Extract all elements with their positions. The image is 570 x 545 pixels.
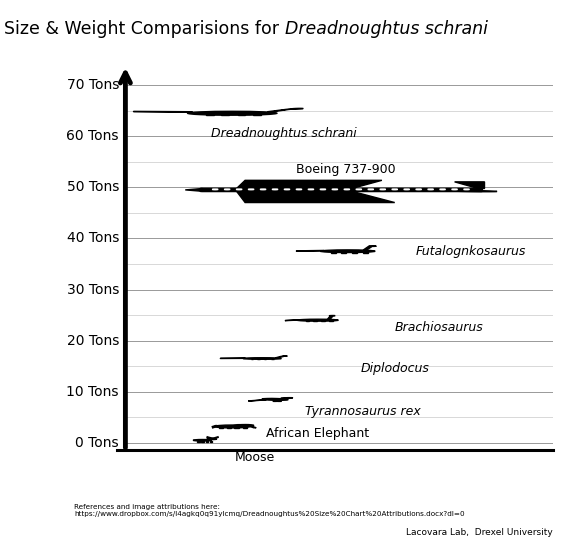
Ellipse shape [464,189,469,190]
Ellipse shape [404,189,409,190]
Text: 50 Tons: 50 Tons [67,180,119,195]
Text: African Elephant: African Elephant [267,427,369,440]
Ellipse shape [440,189,445,190]
Bar [202,441,204,442]
Ellipse shape [332,189,337,190]
Ellipse shape [298,319,338,321]
Polygon shape [455,182,484,189]
Text: Brachiosaurus: Brachiosaurus [394,322,483,334]
Polygon shape [327,316,333,319]
Ellipse shape [428,189,433,190]
Text: 60 Tons: 60 Tons [67,129,119,143]
Ellipse shape [234,425,246,427]
Ellipse shape [249,189,254,190]
Bar [352,251,357,252]
Ellipse shape [207,439,217,440]
Ellipse shape [291,108,303,109]
Bar [206,441,208,442]
Ellipse shape [380,189,385,190]
Polygon shape [185,189,202,191]
Polygon shape [249,426,256,428]
Bar [219,427,223,428]
Polygon shape [363,246,372,250]
Text: Diplodocus: Diplodocus [360,362,429,375]
Polygon shape [237,180,382,189]
Text: Dreadnoughtus schrani: Dreadnoughtus schrani [211,127,357,140]
Text: Futalognkosaurus: Futalognkosaurus [416,245,527,258]
Bar [331,251,336,252]
Polygon shape [275,356,284,358]
Bar [329,320,332,321]
Ellipse shape [284,189,290,190]
Ellipse shape [260,189,266,190]
Text: References and image attributions here:
https://www.dropbox.com/s/l4agkq0q91ylcm: References and image attributions here: … [74,504,465,517]
Ellipse shape [296,189,302,190]
Polygon shape [133,111,192,112]
Ellipse shape [214,425,250,428]
Bar [321,320,325,321]
Bar [306,320,310,321]
Text: Dreadnoughtus schrani: Dreadnoughtus schrani [285,20,488,38]
Bar [277,399,281,400]
Ellipse shape [308,189,314,190]
Ellipse shape [193,439,211,441]
Ellipse shape [272,189,278,190]
Bar [227,427,231,428]
Bar [206,113,214,115]
Ellipse shape [344,189,349,190]
Ellipse shape [225,189,230,190]
Bar [197,441,200,442]
Bar [234,427,239,428]
Ellipse shape [237,425,254,426]
Text: Size & Weight Comparisions for: Size & Weight Comparisions for [5,20,285,38]
Bar [273,399,276,400]
Ellipse shape [452,189,457,190]
Polygon shape [237,191,394,203]
Bar [210,441,212,442]
Bar [222,113,229,115]
Text: 20 Tons: 20 Tons [67,334,119,348]
FancyBboxPatch shape [200,188,482,191]
Bar [243,427,247,428]
Bar [341,251,347,252]
Ellipse shape [237,189,242,190]
Bar [363,251,368,252]
Polygon shape [267,109,294,112]
Bar [253,113,260,115]
Ellipse shape [262,398,288,401]
Ellipse shape [213,189,218,190]
Text: 10 Tons: 10 Tons [67,385,119,399]
Ellipse shape [392,189,397,190]
Polygon shape [249,399,267,401]
Text: Tyrannosaurus rex: Tyrannosaurus rex [305,404,421,417]
Text: 40 Tons: 40 Tons [67,232,119,245]
Bar [313,320,317,321]
Text: Lacovara Lab,  Drexel University: Lacovara Lab, Drexel University [406,528,553,537]
Text: 70 Tons: 70 Tons [67,78,119,92]
Ellipse shape [320,189,325,190]
Ellipse shape [188,111,277,115]
Ellipse shape [273,196,303,197]
Ellipse shape [416,189,421,190]
Ellipse shape [243,358,282,359]
Ellipse shape [446,190,497,192]
Text: Boeing 737-900: Boeing 737-900 [296,163,396,176]
Text: 0 Tons: 0 Tons [75,436,119,450]
Ellipse shape [368,189,373,190]
Ellipse shape [324,198,354,199]
Ellipse shape [320,250,375,252]
Ellipse shape [356,189,361,190]
Text: Moose: Moose [234,451,275,464]
Text: 30 Tons: 30 Tons [67,282,119,296]
Ellipse shape [236,425,243,427]
Bar [238,113,246,115]
